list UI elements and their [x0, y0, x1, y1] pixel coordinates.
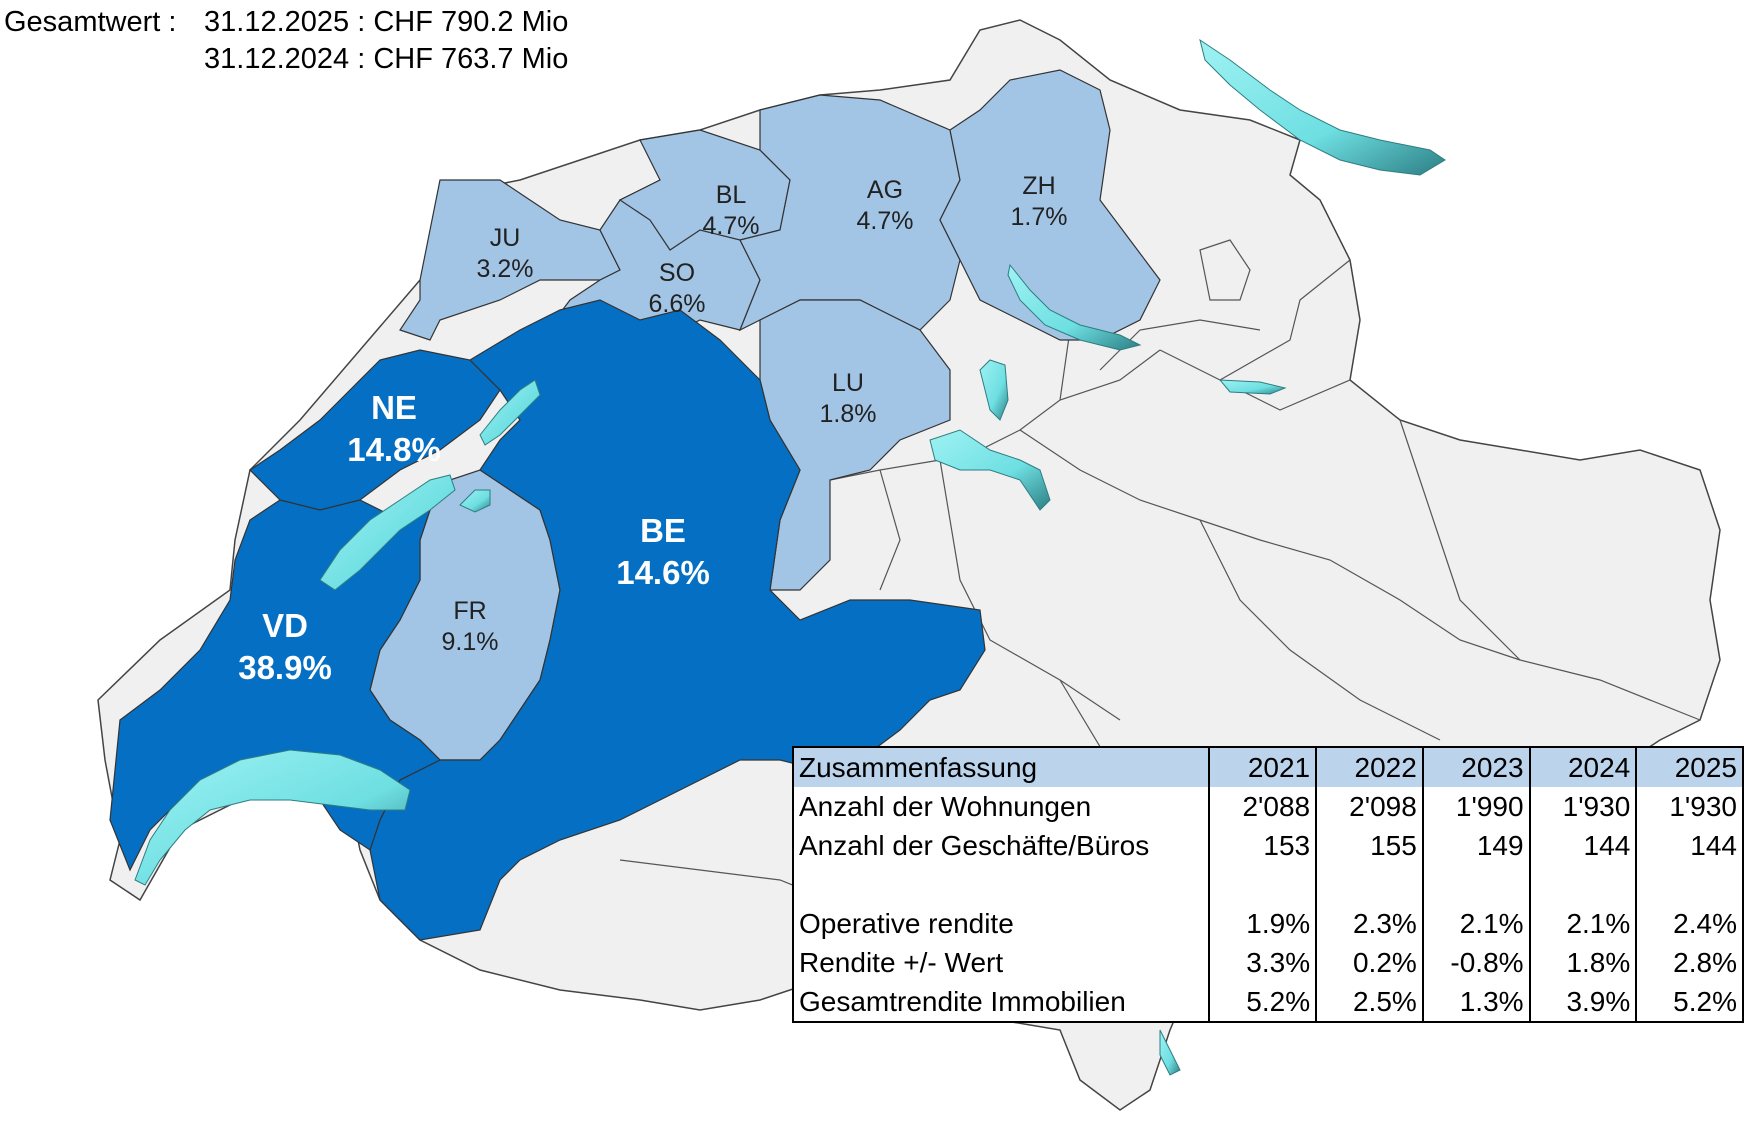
year-header: 2022 [1315, 746, 1423, 787]
summary-header-row: Zusammenfassung 2021 2022 2023 2024 2025 [791, 746, 1744, 787]
canton-label-lu: LU 1.8% [819, 369, 877, 428]
row-label: Anzahl der Wohnungen [791, 787, 1210, 826]
cell: 1.8% [1528, 943, 1637, 982]
cell: 2.1% [1528, 904, 1637, 943]
summary-table: Zusammenfassung 2021 2022 2023 2024 2025… [791, 746, 1744, 1023]
cell [1635, 865, 1744, 904]
canton-label-be: BE 14.6% [616, 512, 710, 591]
cell [1528, 865, 1637, 904]
canton-label-ag: AG 4.7% [856, 176, 914, 235]
canton-be [369, 299, 986, 941]
cell: 1'930 [1528, 787, 1637, 826]
row-label: Rendite +/- Wert [791, 943, 1210, 982]
lake-biel [479, 379, 541, 446]
total-value-2025: 31.12.2025 : CHF 790.2 Mio [204, 6, 569, 38]
lake-geneva [134, 749, 411, 886]
cell: 149 [1421, 826, 1530, 865]
table-row: Rendite +/- Wert 3.3% 0.2% -0.8% 1.8% 2.… [791, 943, 1744, 982]
lake-lugano [1159, 1029, 1181, 1076]
year-header: 2025 [1635, 746, 1744, 787]
canton-label-bl: BL 4.7% [702, 181, 760, 240]
cell: 5.2% [1635, 982, 1744, 1023]
row-label: Anzahl der Geschäfte/Büros [791, 826, 1210, 865]
lake-zug [979, 359, 1009, 421]
cell: 2'088 [1208, 787, 1317, 826]
cell: 2.3% [1315, 904, 1423, 943]
cell: 2.1% [1421, 904, 1530, 943]
cell: 155 [1315, 826, 1423, 865]
light-cantons [369, 69, 1161, 761]
cell [1315, 865, 1423, 904]
lakes [134, 38, 1446, 1076]
table-row: Anzahl der Geschäfte/Büros 153 155 149 1… [791, 826, 1744, 865]
cell: 3.3% [1208, 943, 1317, 982]
cell: 1.9% [1208, 904, 1317, 943]
cell: -0.8% [1421, 943, 1530, 982]
cell: 144 [1528, 826, 1637, 865]
canton-label-so: SO 6.6% [648, 259, 706, 318]
table-row: Gesamtrendite Immobilien 5.2% 2.5% 1.3% … [791, 982, 1744, 1023]
cell: 2.8% [1635, 943, 1744, 982]
lake-lucerne [929, 429, 1051, 511]
row-label [791, 865, 1210, 904]
cell: 2.4% [1635, 904, 1744, 943]
canton-label-ne: NE 14.8% [347, 389, 441, 468]
cell: 3.9% [1528, 982, 1637, 1023]
cell: 2.5% [1315, 982, 1423, 1023]
total-value-2024: 31.12.2024 : CHF 763.7 Mio [204, 43, 569, 75]
cell [1421, 865, 1530, 904]
cell: 153 [1208, 826, 1317, 865]
cell: 5.2% [1208, 982, 1317, 1023]
cell: 0.2% [1315, 943, 1423, 982]
canton-label-vd: VD 38.9% [238, 607, 332, 686]
lake-constance [1199, 38, 1446, 176]
summary-title: Zusammenfassung [791, 746, 1210, 787]
canton-label-ju: JU 3.2% [476, 224, 534, 283]
lake-zurich [1007, 263, 1142, 351]
cell [1208, 865, 1317, 904]
year-header: 2024 [1528, 746, 1637, 787]
canton-bl [618, 129, 791, 251]
table-row: Anzahl der Wohnungen 2'088 2'098 1'990 1… [791, 787, 1744, 826]
canton-label-fr: FR 9.1% [441, 597, 499, 656]
lake-walensee [1218, 379, 1287, 395]
total-value-label: Gesamtwert : [4, 6, 177, 38]
year-header: 2023 [1421, 746, 1530, 787]
cell: 1.3% [1421, 982, 1530, 1023]
cell: 1'930 [1635, 787, 1744, 826]
canton-label-zh: ZH 1.7% [1010, 172, 1068, 231]
table-row-spacer [791, 865, 1744, 904]
table-row: Operative rendite 1.9% 2.3% 2.1% 2.1% 2.… [791, 904, 1744, 943]
lake-neuchatel [319, 474, 456, 591]
cell: 144 [1635, 826, 1744, 865]
canton-borders [619, 239, 1701, 901]
year-header: 2021 [1208, 746, 1317, 787]
lake-murten [459, 489, 491, 513]
row-label: Gesamtrendite Immobilien [791, 982, 1210, 1023]
canton-zh [939, 69, 1161, 341]
cell: 1'990 [1421, 787, 1530, 826]
cell: 2'098 [1315, 787, 1423, 826]
row-label: Operative rendite [791, 904, 1210, 943]
